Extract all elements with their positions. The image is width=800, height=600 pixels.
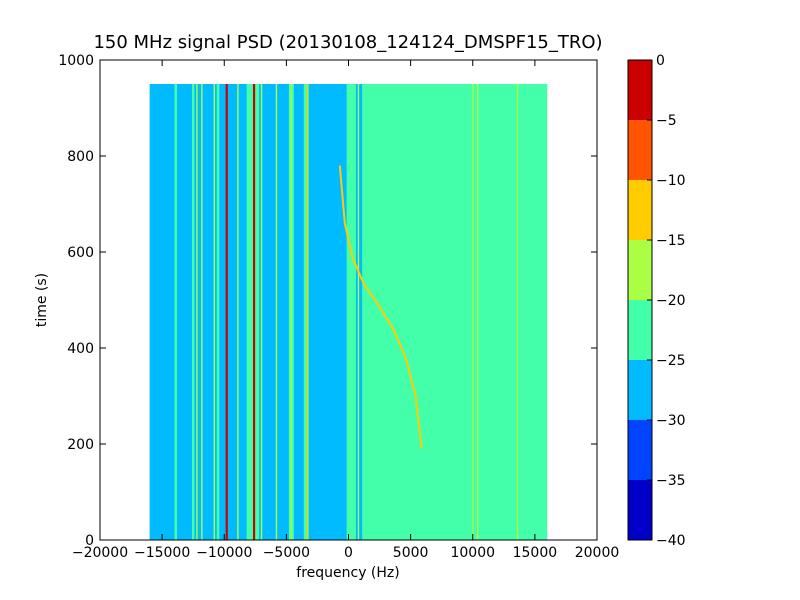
doppler-curve	[338, 165, 423, 449]
y-tick-label: 400	[67, 341, 94, 357]
x-axis-label: frequency (Hz)	[296, 565, 399, 581]
low-power-band-2	[194, 84, 217, 540]
y-tick-label: 600	[67, 245, 94, 261]
colorbar-tick-label: 0	[656, 53, 665, 69]
x-tick-label: 20000	[575, 545, 620, 561]
colorbar-tick-label: −5	[656, 113, 677, 129]
colorbar-tick-label: −40	[656, 533, 686, 549]
x-tick-label: 10000	[450, 545, 495, 561]
colorbar-segment	[628, 180, 652, 240]
colorbar-segment	[628, 300, 652, 360]
colorbar-tick-label: −10	[656, 173, 686, 189]
y-tick-label: 1000	[58, 53, 94, 69]
x-tick-label: −20000	[72, 545, 128, 561]
colorbar-segment	[628, 240, 652, 300]
low-power-band-1	[177, 84, 192, 540]
plot-area: −20000 −15000 −10000 −5000 0 5000 10000 15000 20…	[58, 53, 619, 561]
x-tick-label: −15000	[134, 545, 190, 561]
colorbar-tick-label: −30	[656, 413, 686, 429]
heatmap-layer	[149, 84, 548, 540]
y-axis-ticks: 0 200 400 600 800 1000	[58, 53, 597, 549]
low-power-band-3	[219, 84, 247, 540]
colorbar-segment	[628, 120, 652, 180]
colorbar-tick-label: −15	[656, 233, 686, 249]
chart-title: 150 MHz signal PSD (20130108_124124_DMSP…	[93, 32, 602, 53]
low-power-band-4	[259, 84, 289, 540]
y-tick-label: 200	[67, 437, 94, 453]
low-power-band-5	[293, 84, 304, 540]
colorbar-tick-label: −20	[656, 293, 686, 309]
colorbar-segment	[628, 420, 652, 480]
y-axis-label: time (s)	[34, 273, 50, 327]
colorbar-segment	[628, 360, 652, 420]
x-axis-ticks: −20000 −15000 −10000 −5000 0 5000 10000 15000 20…	[72, 60, 619, 561]
colorbar: −40 −35 −30 −25 −20 −15 −10 −5 0	[627, 53, 686, 549]
colorbar-segment	[628, 60, 652, 120]
low-power-band-6	[308, 84, 347, 540]
x-tick-label: 0	[344, 545, 353, 561]
x-tick-label: 5000	[393, 545, 429, 561]
colorbar-segment	[628, 480, 652, 540]
x-tick-label: −5000	[263, 545, 310, 561]
colorbar-tick-label: −35	[656, 473, 686, 489]
colorbar-tick-label: −25	[656, 353, 686, 369]
x-tick-label: −10000	[196, 545, 252, 561]
x-tick-label: 15000	[513, 545, 558, 561]
y-tick-label: 0	[85, 533, 94, 549]
low-power-band-0	[149, 84, 175, 540]
y-tick-label: 800	[67, 149, 94, 165]
